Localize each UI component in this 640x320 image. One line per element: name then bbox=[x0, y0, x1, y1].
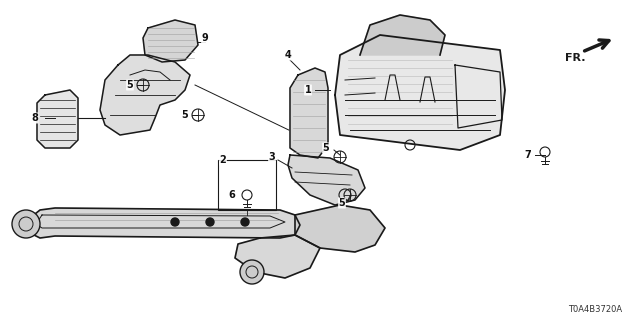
Circle shape bbox=[171, 218, 179, 226]
Text: 9: 9 bbox=[202, 33, 209, 43]
Text: 5: 5 bbox=[323, 143, 330, 153]
Text: 3: 3 bbox=[269, 152, 275, 162]
Circle shape bbox=[206, 218, 214, 226]
Text: 2: 2 bbox=[220, 155, 227, 165]
Polygon shape bbox=[235, 235, 320, 278]
Polygon shape bbox=[335, 35, 505, 150]
Text: 5: 5 bbox=[127, 80, 133, 90]
Text: 7: 7 bbox=[525, 150, 531, 160]
Text: 1: 1 bbox=[305, 85, 312, 95]
Text: 8: 8 bbox=[31, 113, 38, 123]
Polygon shape bbox=[37, 90, 78, 148]
Circle shape bbox=[241, 218, 249, 226]
Text: T0A4B3720A: T0A4B3720A bbox=[568, 306, 622, 315]
Text: 4: 4 bbox=[285, 50, 291, 60]
Polygon shape bbox=[143, 20, 198, 62]
Polygon shape bbox=[100, 55, 190, 135]
Polygon shape bbox=[290, 68, 328, 158]
Text: 6: 6 bbox=[228, 190, 236, 200]
Circle shape bbox=[13, 211, 39, 237]
Circle shape bbox=[241, 261, 263, 283]
Text: 5: 5 bbox=[339, 198, 346, 208]
Polygon shape bbox=[360, 15, 445, 55]
Polygon shape bbox=[288, 155, 365, 205]
Text: 5: 5 bbox=[182, 110, 188, 120]
Text: FR.: FR. bbox=[564, 53, 585, 63]
Bar bbox=[218, 160, 276, 210]
Polygon shape bbox=[24, 208, 300, 238]
Polygon shape bbox=[295, 205, 385, 252]
